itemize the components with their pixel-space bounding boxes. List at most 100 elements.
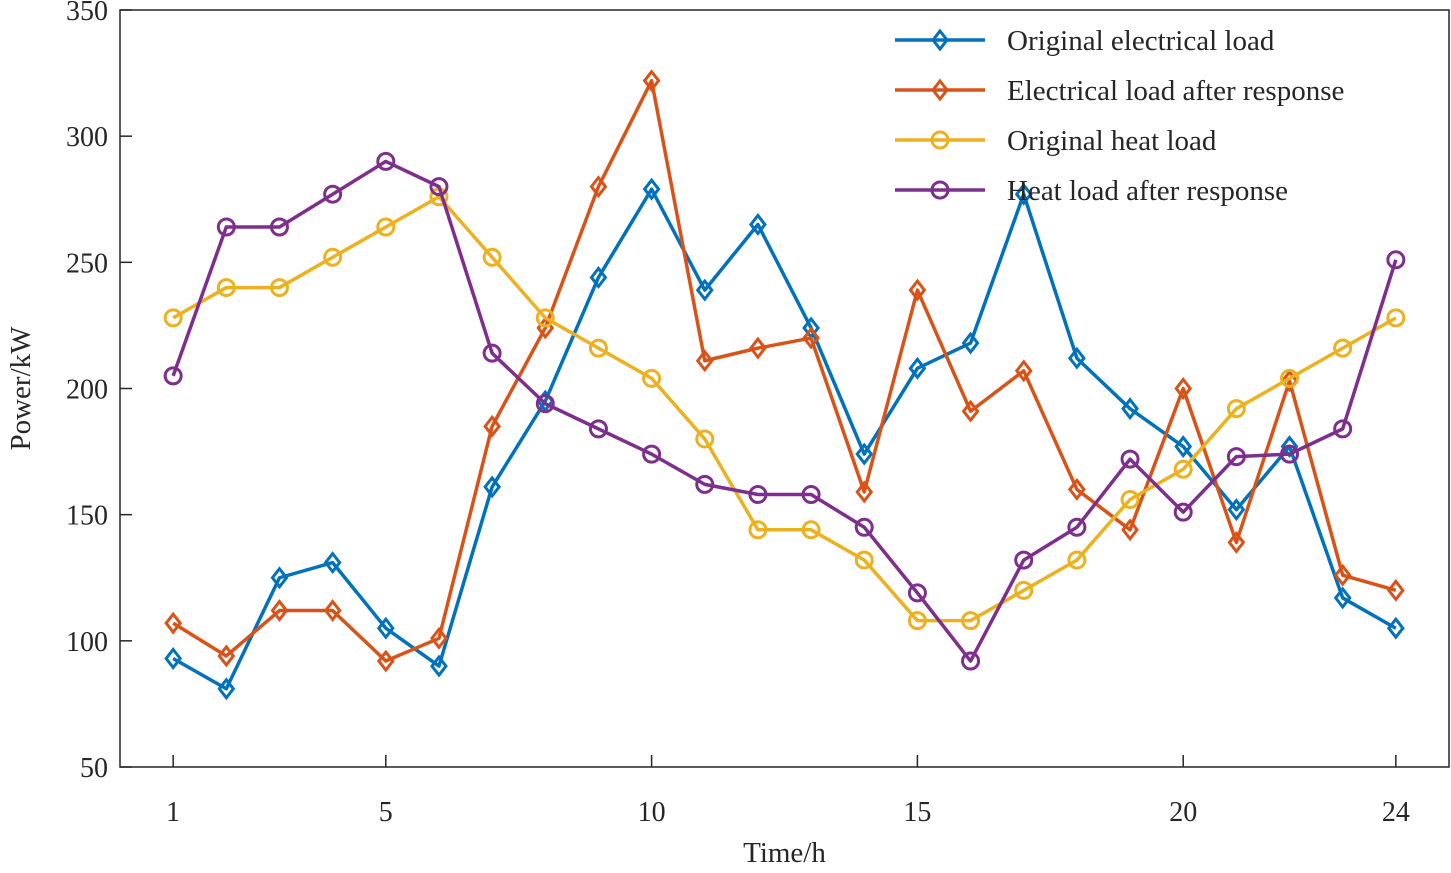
y-axis: 50 100 150 200 250 300 350 (66, 0, 132, 784)
legend-label: Electrical load after response (1007, 75, 1344, 107)
y-tick-label: 200 (66, 375, 108, 406)
data-point (1386, 308, 1406, 328)
data-point (961, 399, 980, 423)
data-point (801, 520, 821, 540)
data-point (1173, 502, 1193, 522)
data-point (269, 278, 289, 298)
data-point (1386, 616, 1405, 640)
data-point (1014, 550, 1034, 570)
data-point (854, 550, 874, 570)
data-point (589, 266, 608, 289)
series-line (172, 187, 1397, 691)
data-point (1386, 578, 1405, 602)
data-point (1067, 346, 1086, 370)
data-point (217, 677, 236, 701)
legend-marker (931, 78, 949, 102)
data-point (1174, 377, 1193, 400)
legend-label: Original electrical load (1007, 25, 1275, 57)
data-point (1121, 397, 1139, 421)
y-tick-label: 50 (80, 753, 108, 784)
plot-lines (163, 69, 1406, 701)
series-line (172, 78, 1397, 663)
x-axis-label: Time/h (743, 837, 826, 869)
data-point (376, 151, 396, 171)
data-point (1227, 530, 1246, 554)
data-point (163, 366, 183, 386)
data-point (163, 308, 183, 328)
series-2 (164, 69, 1405, 673)
y-tick-label: 350 (66, 0, 108, 27)
data-point (749, 213, 767, 236)
data-point (269, 217, 289, 237)
data-point (695, 349, 714, 373)
x-tick-label: 1 (166, 797, 180, 828)
data-point (1280, 368, 1300, 388)
data-point (1067, 517, 1087, 537)
data-point (642, 368, 662, 388)
data-point (961, 331, 980, 355)
x-tick-label: 20 (1169, 797, 1197, 828)
data-point (535, 394, 555, 414)
data-point (430, 654, 448, 678)
data-point (216, 278, 236, 298)
data-point (588, 338, 608, 358)
legend-label: Heat load after response (1007, 175, 1288, 207)
data-point (1333, 586, 1352, 610)
y-tick-label: 150 (66, 501, 108, 532)
data-point (908, 356, 927, 380)
data-point (270, 599, 289, 622)
data-point (1014, 580, 1034, 600)
data-point (695, 278, 714, 302)
x-tick-label: 10 (638, 797, 666, 828)
data-point (1227, 498, 1246, 522)
data-point (430, 626, 448, 650)
data-point (802, 326, 820, 350)
series-3 (163, 187, 1406, 631)
data-point (164, 647, 183, 670)
data-point (588, 419, 608, 439)
data-point (908, 278, 927, 302)
x-axis: 1 5 10 15 20 24 (166, 755, 1410, 828)
legend-marker (931, 28, 949, 52)
data-point (1014, 182, 1033, 206)
data-point (961, 611, 981, 631)
data-point (1333, 563, 1352, 587)
data-point (1120, 449, 1140, 469)
data-point (907, 611, 927, 631)
legend-marker (930, 180, 950, 200)
series-4 (163, 151, 1406, 671)
legend-item: Original electrical load (895, 25, 1275, 57)
data-point (1121, 518, 1139, 542)
data-point (323, 184, 343, 204)
data-point (323, 599, 342, 622)
data-point (695, 429, 715, 449)
data-point (429, 177, 449, 197)
data-point (482, 343, 502, 363)
x-tick-label: 24 (1382, 797, 1410, 828)
data-point (216, 217, 236, 237)
data-point (855, 480, 874, 504)
data-point (1014, 359, 1033, 383)
data-point (748, 484, 768, 504)
x-tick-label: 15 (903, 797, 931, 828)
data-point (589, 175, 608, 199)
data-point (1173, 459, 1193, 479)
series-1 (164, 177, 1405, 701)
data-point (907, 583, 927, 603)
data-point (483, 414, 502, 438)
data-point (323, 551, 342, 575)
data-point (164, 611, 183, 635)
data-point (961, 651, 981, 671)
data-point (801, 484, 821, 504)
data-point (376, 217, 396, 237)
data-point (1067, 477, 1086, 501)
data-point (1067, 550, 1087, 570)
data-point (1174, 435, 1193, 458)
data-point (1280, 369, 1299, 393)
x-tick-label: 5 (379, 797, 393, 828)
data-point (323, 247, 343, 267)
plot-frame (119, 9, 1450, 768)
legend-item: Original heat load (895, 125, 1217, 157)
data-point (1226, 447, 1246, 467)
